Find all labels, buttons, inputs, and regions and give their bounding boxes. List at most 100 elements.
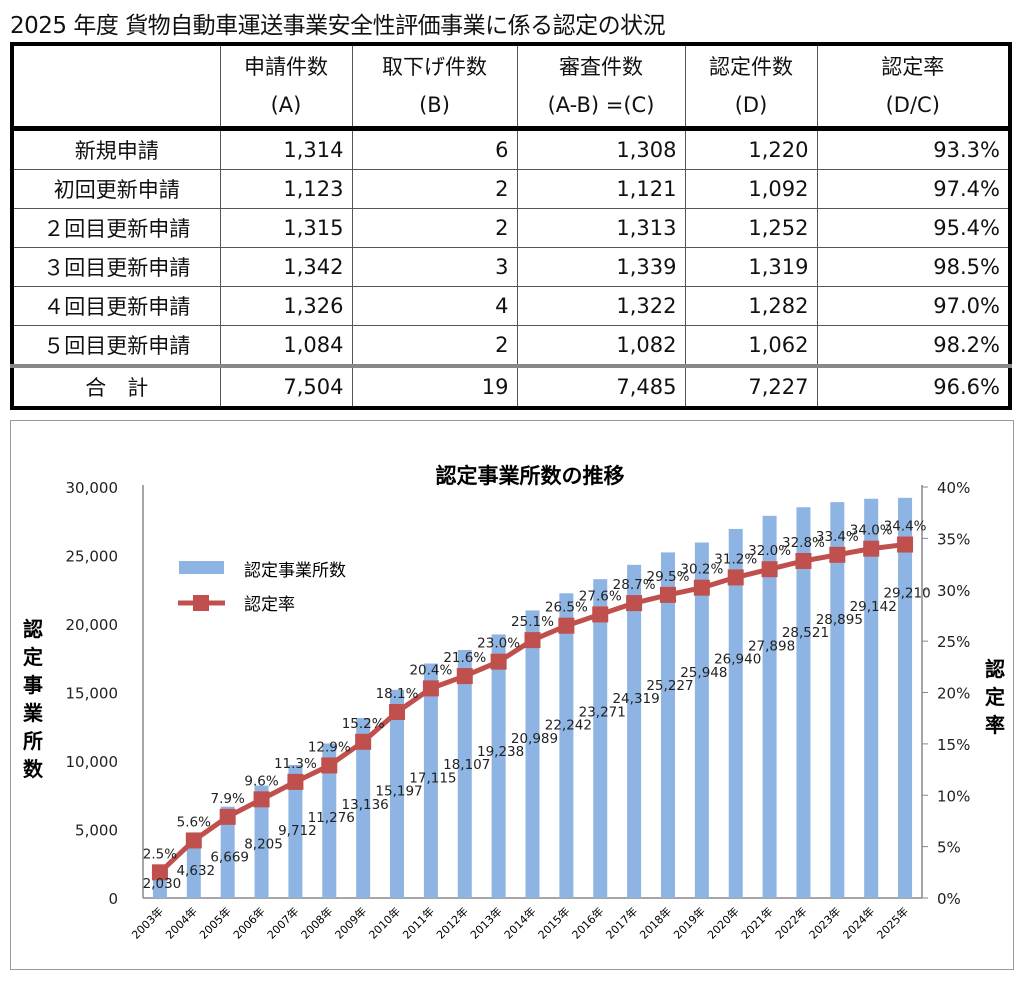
rate-marker-2005年 <box>219 808 236 825</box>
cell-certified: 1,282 <box>684 286 818 326</box>
column-header-label: 認定率 <box>881 55 945 79</box>
cell-row-label: ５回目更新申請 <box>11 325 221 367</box>
rate-data-label: 15.2% <box>342 716 385 732</box>
cell-applications: 1,084 <box>219 325 353 367</box>
count-data-label: 18,107 <box>443 757 490 773</box>
left-axis-title-char: 数 <box>23 757 44 781</box>
right-axis-title-char: 率 <box>985 713 1005 737</box>
rate-data-label: 18.1% <box>376 686 419 702</box>
left-tick-label: 20,000 <box>66 616 119 634</box>
cell-row-label: ２回目更新申請 <box>11 208 221 248</box>
cell-withdrawals: 3 <box>351 247 518 287</box>
column-header-certification-rate: 認定率 (D/C) <box>816 43 1011 131</box>
left-axis-title-char: 所 <box>23 729 43 753</box>
column-header-withdrawals: 取下げ件数 (B) <box>351 43 518 131</box>
count-data-label: 29,210 <box>883 586 930 602</box>
table-header-row: 申請件数 (A) 取下げ件数 (B) 審査件数 (A-B) =(C) 認定件数 (D) 認定率 (… <box>11 43 1011 131</box>
cell-withdrawals: 19 <box>351 364 518 409</box>
cell-certification-rate: 96.6% <box>816 364 1011 409</box>
rate-marker-2019年 <box>693 579 710 596</box>
column-header-sub: (B) <box>419 93 450 117</box>
rate-data-label: 5.6% <box>177 814 211 830</box>
x-tick-label: 2016年 <box>569 904 606 941</box>
x-tick-label: 2009年 <box>332 904 369 941</box>
chart-title: 認定事業所数の推移 <box>436 464 625 488</box>
x-tick-label: 2020年 <box>704 904 741 941</box>
rate-marker-2014年 <box>524 632 541 649</box>
cell-certification-rate: 93.3% <box>816 128 1011 170</box>
rate-marker-2025年 <box>897 536 914 553</box>
count-data-label: 23,271 <box>579 704 626 720</box>
count-data-label: 26,940 <box>714 652 761 668</box>
rate-marker-2008年 <box>321 757 338 774</box>
rate-marker-2012年 <box>456 668 473 685</box>
rate-data-label: 2.5% <box>143 846 177 862</box>
cell-applications: 1,315 <box>219 208 353 248</box>
count-data-label: 15,197 <box>375 784 422 800</box>
legend-label-offices: 認定事業所数 <box>244 561 346 581</box>
bar-2022年 <box>796 507 811 898</box>
count-data-label: 11,276 <box>308 810 355 826</box>
cell-certified: 1,062 <box>684 325 818 367</box>
column-header-label: 認定件数 <box>709 55 793 79</box>
column-header-label: 取下げ件数 <box>382 55 487 79</box>
x-tick-label: 2006年 <box>230 904 267 941</box>
cell-certification-rate: 98.2% <box>816 325 1011 367</box>
count-data-label: 27,898 <box>748 638 795 654</box>
table-row: ４回目更新申請 1,326 4 1,322 1,282 97.0% <box>11 286 1011 326</box>
left-tick-label: 5,000 <box>75 822 118 840</box>
cell-applications: 1,314 <box>219 128 353 170</box>
cell-applications: 7,504 <box>219 364 353 409</box>
cell-row-label: ４回目更新申請 <box>11 286 221 326</box>
legend-marker-swatch <box>193 595 209 611</box>
column-header-sub: (A) <box>270 93 302 117</box>
cell-applications: 1,342 <box>219 247 353 287</box>
count-data-label: 19,238 <box>477 744 524 760</box>
rate-data-label: 27.6% <box>579 588 622 604</box>
right-tick-label: 5% <box>937 839 961 857</box>
chart-frame <box>10 420 1014 970</box>
rate-data-label: 26.5% <box>545 600 588 616</box>
x-tick-label: 2013年 <box>467 904 504 941</box>
x-tick-label: 2004年 <box>162 904 199 941</box>
x-tick-label: 2017年 <box>603 904 640 941</box>
cell-withdrawals: 4 <box>351 286 518 326</box>
x-tick-label: 2024年 <box>840 904 877 941</box>
left-tick-label: 15,000 <box>66 685 119 703</box>
right-tick-label: 40% <box>937 479 970 497</box>
document-title: 2025 年度 貨物自動車運送事業安全性評価事業に係る認定の状況 <box>10 13 666 39</box>
count-data-label: 2,030 <box>143 876 182 892</box>
column-header-row-label <box>11 43 221 131</box>
cell-row-label: ３回目更新申請 <box>11 247 221 287</box>
table-row: ５回目更新申請 1,084 2 1,082 1,062 98.2% <box>11 325 1011 367</box>
count-data-label: 6,669 <box>210 850 249 866</box>
table-row: 新規申請 1,314 6 1,308 1,220 93.3% <box>11 128 1011 170</box>
rate-data-label: 28.7% <box>613 577 656 593</box>
cell-reviewed: 1,339 <box>516 247 686 287</box>
cell-certification-rate: 97.0% <box>816 286 1011 326</box>
x-tick-label: 2022年 <box>772 904 809 941</box>
column-header-applications: 申請件数 (A) <box>219 43 353 131</box>
x-tick-label: 2007年 <box>264 904 301 941</box>
rate-data-label: 23.0% <box>477 636 520 652</box>
cell-withdrawals: 6 <box>351 128 518 170</box>
cell-certified: 7,227 <box>684 364 818 409</box>
rate-marker-2018年 <box>659 586 676 603</box>
right-tick-label: 35% <box>937 530 970 548</box>
bar-2015年 <box>559 593 574 898</box>
left-tick-label: 10,000 <box>66 753 119 771</box>
cell-applications: 1,326 <box>219 286 353 326</box>
x-tick-label: 2021年 <box>738 904 775 941</box>
cell-withdrawals: 2 <box>351 169 518 209</box>
bar-2010年 <box>390 689 405 898</box>
count-data-label: 28,521 <box>782 625 829 641</box>
cell-reviewed: 1,308 <box>516 128 686 170</box>
x-tick-label: 2011年 <box>400 904 437 941</box>
bar-2004年 <box>186 834 201 898</box>
column-header-sub: (A-B) =(C) <box>547 93 655 117</box>
count-data-label: 8,205 <box>244 836 283 852</box>
x-tick-label: 2010年 <box>366 904 403 941</box>
rate-marker-2020年 <box>727 569 744 586</box>
bar-2011年 <box>423 663 438 898</box>
bar-2013年 <box>491 634 506 898</box>
